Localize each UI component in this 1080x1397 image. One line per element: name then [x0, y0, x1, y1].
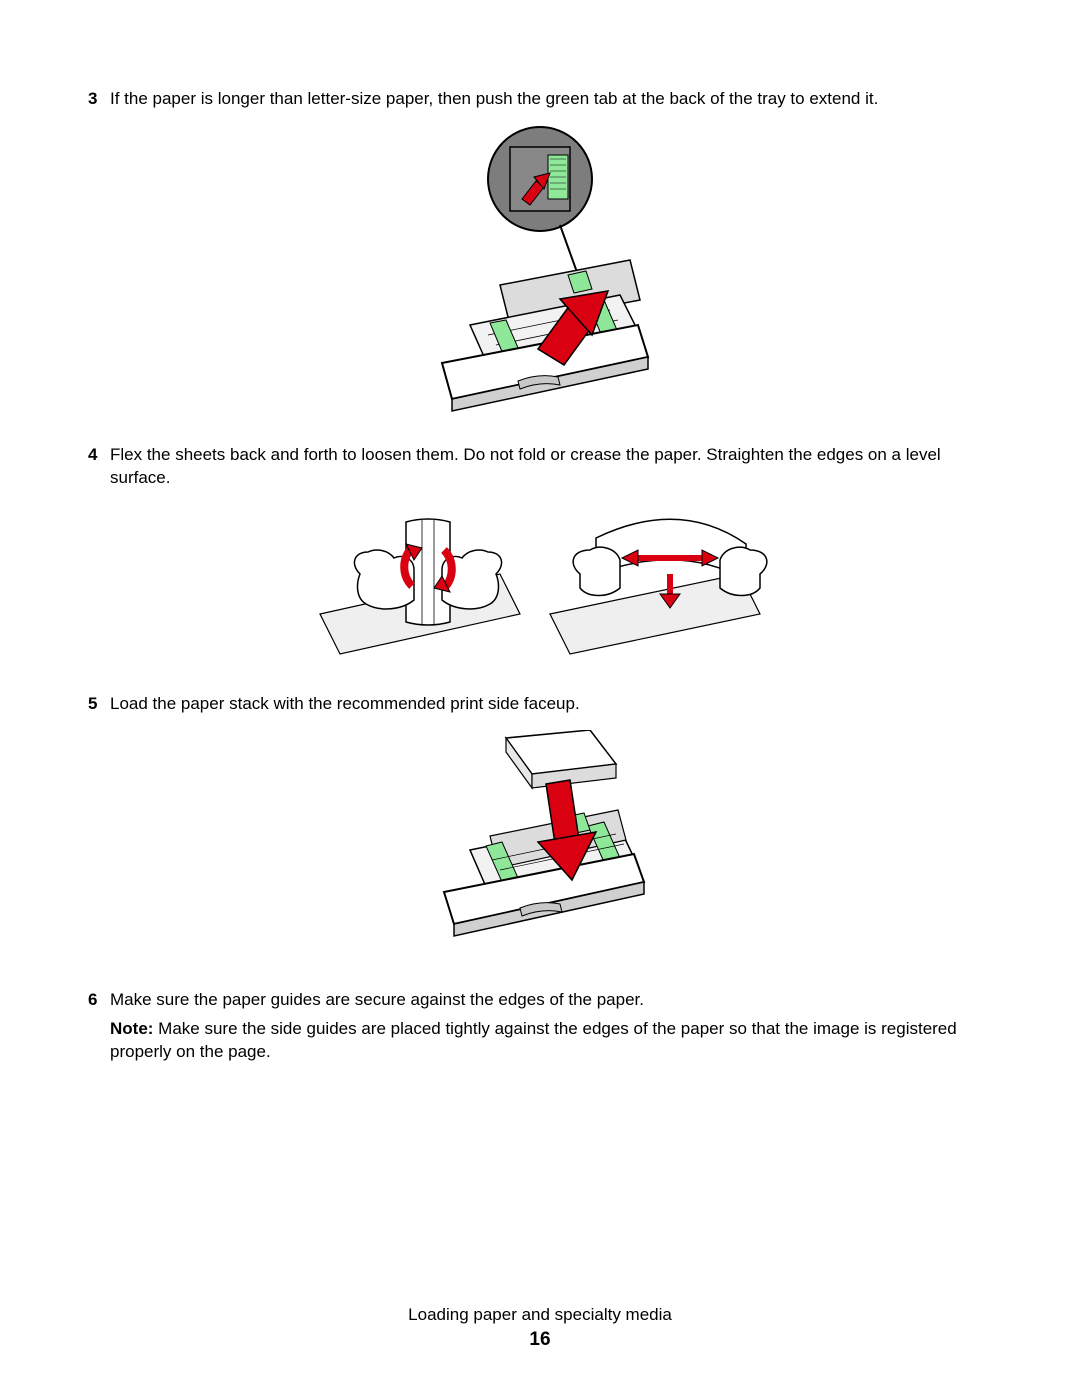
page-footer: Loading paper and specialty media 16	[0, 1305, 1080, 1351]
flex-hands	[320, 519, 520, 654]
flex-paper-illustration	[310, 504, 770, 664]
step-6-number: 6	[88, 989, 110, 1012]
step-4: 4 Flex the sheets back and forth to loos…	[88, 444, 992, 490]
step-6-text: Make sure the paper guides are secure ag…	[110, 990, 644, 1009]
detail-bubble	[488, 127, 592, 231]
paper-tray	[444, 810, 644, 936]
paper-tray	[442, 260, 648, 411]
leader-line	[560, 225, 578, 275]
figure-step-3	[88, 125, 992, 420]
figure-step-5	[88, 730, 992, 965]
section-title: Loading paper and specialty media	[0, 1305, 1080, 1325]
figure-step-4	[88, 504, 992, 669]
step-5: 5 Load the paper stack with the recommen…	[88, 693, 992, 716]
note-text: Make sure the side guides are placed tig…	[110, 1019, 957, 1061]
step-3-number: 3	[88, 88, 110, 111]
step-4-number: 4	[88, 444, 110, 467]
step-4-text: Flex the sheets back and forth to loosen…	[110, 444, 992, 490]
step-6: 6 Make sure the paper guides are secure …	[88, 989, 992, 1064]
tray-extend-illustration	[410, 125, 670, 415]
page-number: 16	[0, 1329, 1080, 1351]
paper-stack	[506, 730, 616, 788]
step-6-body: Make sure the paper guides are secure ag…	[110, 989, 992, 1064]
document-page: 3 If the paper is longer than letter-siz…	[0, 0, 1080, 1397]
load-paper-illustration	[420, 730, 660, 960]
step-5-number: 5	[88, 693, 110, 716]
step-5-text: Load the paper stack with the recommende…	[110, 693, 992, 716]
step-3: 3 If the paper is longer than letter-siz…	[88, 88, 992, 111]
note-label: Note:	[110, 1019, 153, 1038]
step-3-text: If the paper is longer than letter-size …	[110, 88, 992, 111]
step-6-note: Note: Make sure the side guides are plac…	[110, 1018, 992, 1064]
straighten-hands	[550, 519, 767, 654]
